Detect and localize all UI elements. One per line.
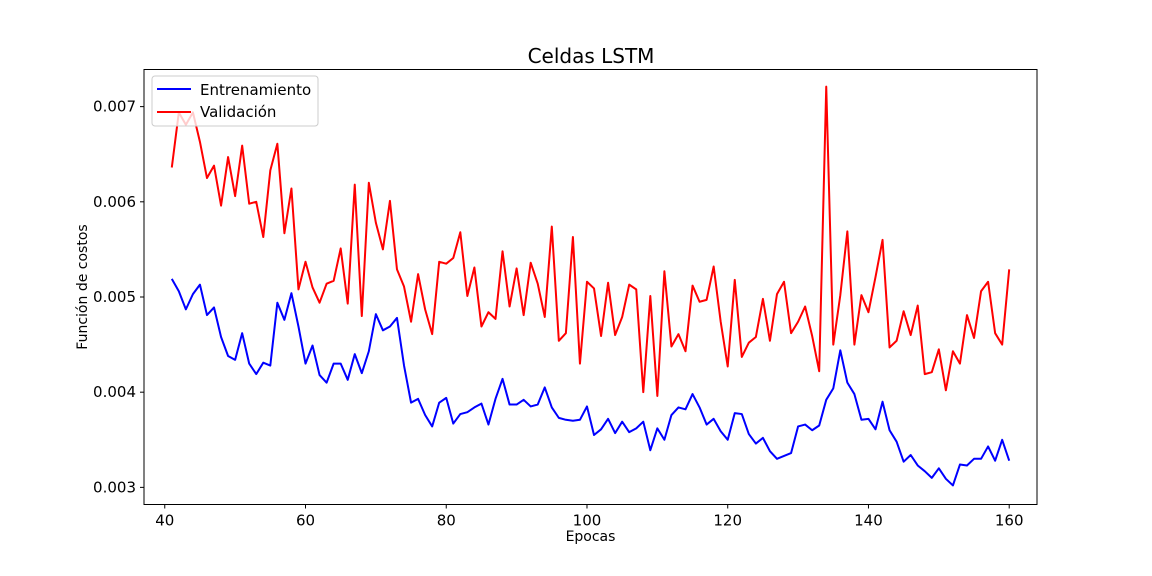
y-tick-label: 0.003 (93, 478, 136, 496)
x-axis: 40 60 80 100 120 140 160 (155, 504, 1024, 530)
legend-box (151, 75, 319, 127)
x-tick-label: 40 (155, 512, 174, 530)
x-axis-label: Epocas (566, 529, 616, 545)
x-tick-label: 120 (713, 512, 742, 530)
legend-label-entrenamiento: Entrenamiento (200, 81, 311, 99)
x-tick-label: 100 (573, 512, 602, 530)
y-axis-label: Función de costos (75, 224, 91, 349)
y-tick-label: 0.004 (93, 383, 136, 401)
plot-frame (143, 69, 1038, 505)
x-tick-label: 160 (995, 512, 1024, 530)
series-line-validacion (170, 85, 1011, 397)
y-tick-label: 0.005 (93, 288, 136, 306)
x-tick-label: 60 (296, 512, 315, 530)
y-tick-label: 0.006 (93, 193, 136, 211)
legend-label-validacion: Validación (200, 103, 276, 121)
legend: Entrenamiento Validación (151, 75, 319, 127)
series-line-entrenamiento (170, 278, 1011, 487)
x-tick-label: 140 (854, 512, 883, 530)
y-axis: 0.003 0.004 0.005 0.006 0.007 (93, 98, 144, 496)
chart-title: Celdas LSTM (528, 44, 655, 68)
x-tick-label: 80 (437, 512, 456, 530)
y-tick-label: 0.007 (93, 98, 136, 116)
series-lines (170, 85, 1011, 487)
